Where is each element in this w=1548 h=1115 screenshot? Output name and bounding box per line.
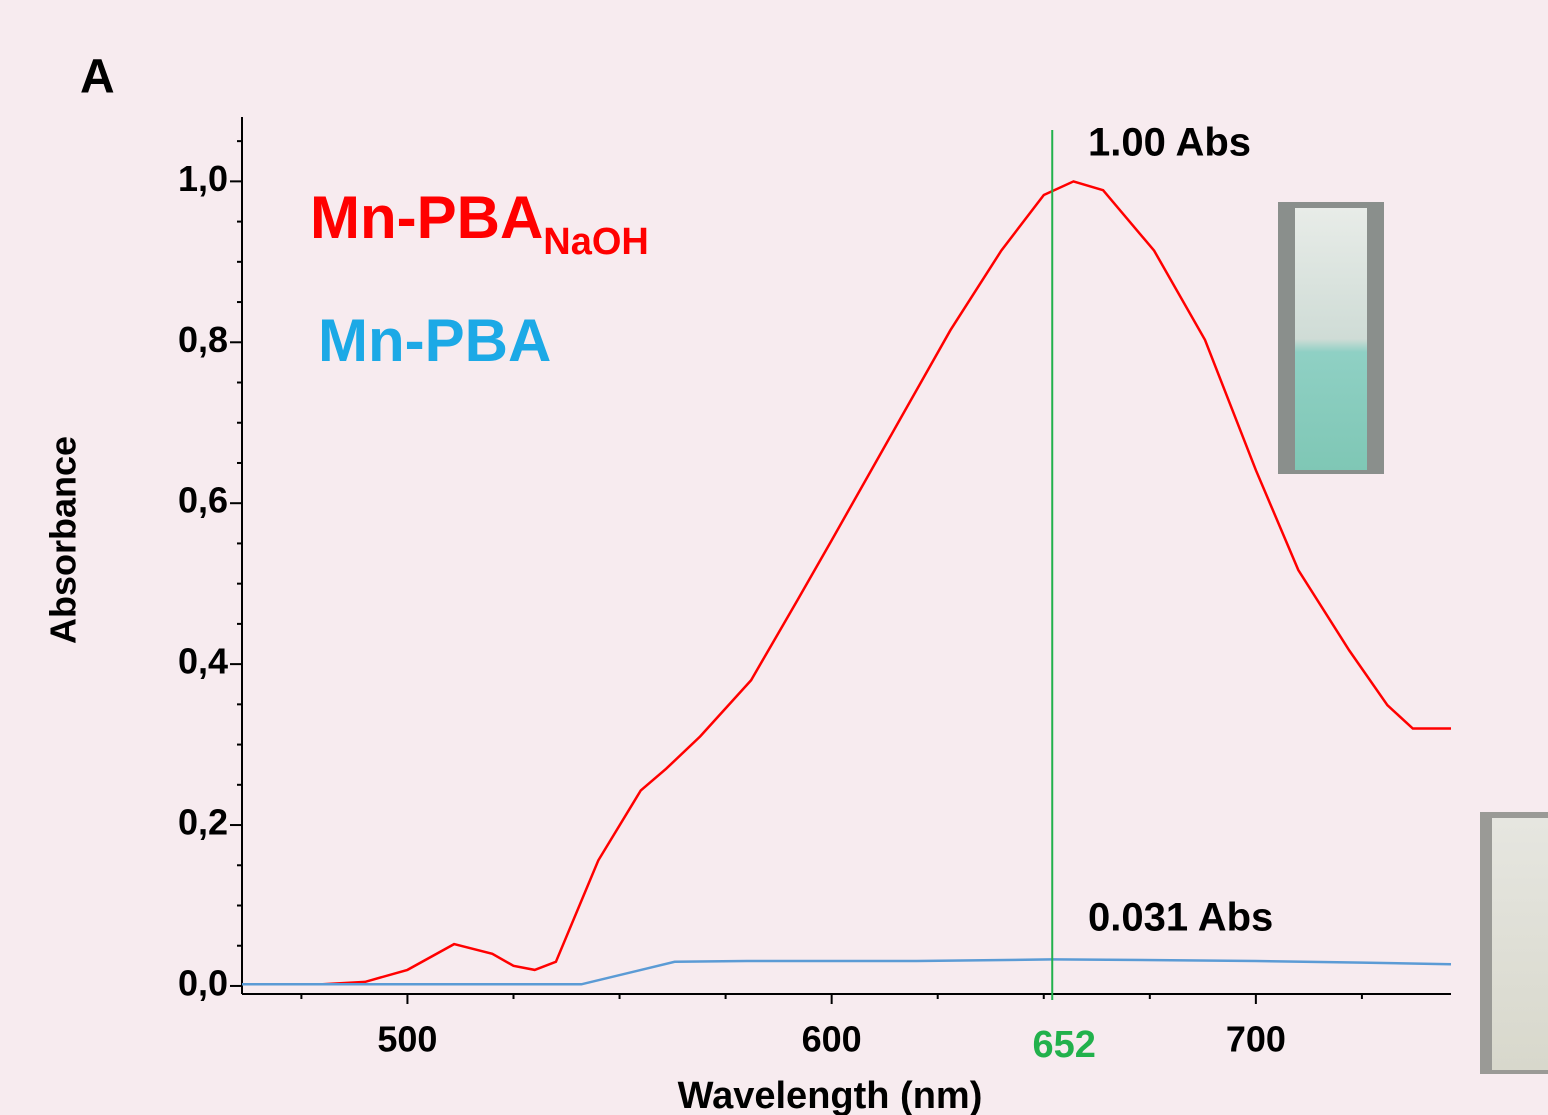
annotation: 0.031 Abs xyxy=(1088,896,1273,940)
cuvette xyxy=(1492,818,1548,1070)
legend-name: Mn-PBA xyxy=(318,307,551,374)
x-tick-label: 700 xyxy=(1226,1019,1286,1060)
y-tick-label: 0,4 xyxy=(178,641,228,682)
legend-entry: Mn-PBANaOH xyxy=(310,184,649,263)
x-axis-title: Wavelength (nm) xyxy=(678,1075,983,1115)
y-tick-label: 0,6 xyxy=(178,480,228,521)
y-tick-label: 0,8 xyxy=(178,319,228,360)
y-axis-title: Absorbance xyxy=(43,436,84,644)
panel-label: A xyxy=(80,51,115,104)
y-tick-label: 0,0 xyxy=(178,962,228,1003)
y-tick-label: 0,2 xyxy=(178,802,228,843)
legend-name: Mn-PBA xyxy=(310,184,543,251)
x-tick-label: 500 xyxy=(377,1019,437,1060)
legend-entry: Mn-PBA xyxy=(318,307,551,374)
cuvette xyxy=(1295,208,1367,470)
marker-label: 652 xyxy=(1033,1024,1096,1066)
annotation: 1.00 Abs xyxy=(1088,121,1251,165)
series-line xyxy=(242,180,1451,986)
legend-subscript: NaOH xyxy=(543,221,649,263)
x-tick-label: 600 xyxy=(802,1019,862,1060)
y-tick-label: 1,0 xyxy=(178,158,228,199)
series-line xyxy=(242,958,1452,986)
